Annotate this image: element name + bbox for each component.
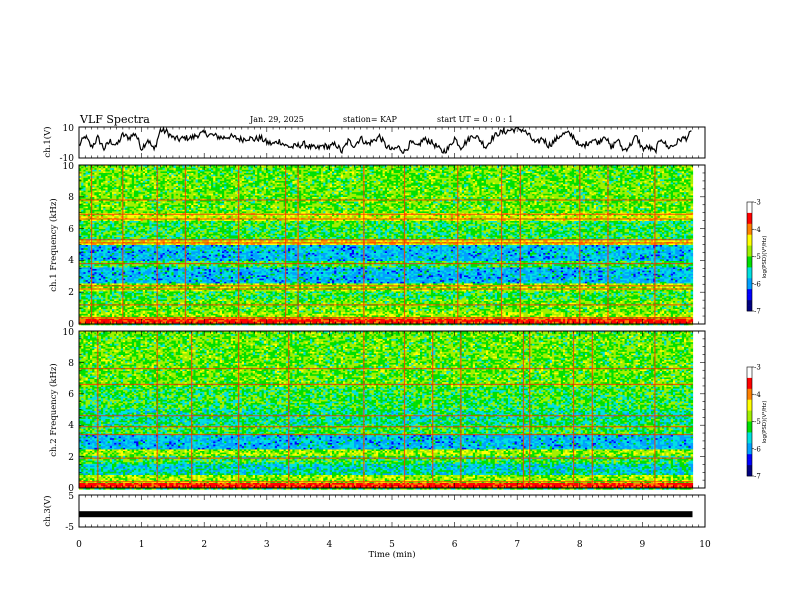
ch1-spectrogram-image (79, 165, 705, 325)
figure-title: VLF Spectra (79, 113, 150, 126)
vlf-figure: VLF Spectra Jan. 29, 2025 station= KAP s… (0, 0, 792, 612)
ch1-panel: 10 -10 ch.1(V) (42, 124, 705, 164)
ch1-ylabel: ch.1(V) (42, 126, 53, 157)
date-label: Jan. 29, 2025 (249, 115, 304, 124)
station-label: station= KAP (343, 115, 398, 124)
ch1-spectrogram-panel: 0 2 4 6 8 10 ch.1 Frequency (kHz) (48, 162, 705, 330)
ch1-ytick-top: 10 (63, 124, 75, 134)
start-time-label: start UT = 0 : 0 : 1 (437, 115, 513, 124)
